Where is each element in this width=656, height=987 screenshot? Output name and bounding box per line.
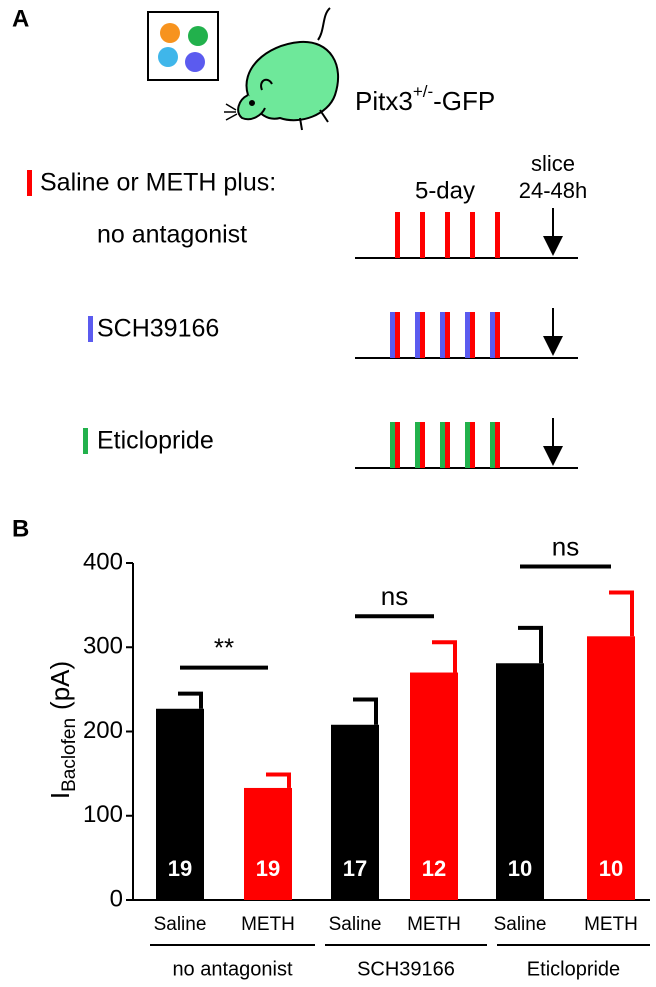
group-label: Eticlopride: [527, 958, 620, 980]
y-label-unit: (pA): [45, 661, 75, 710]
injection: [470, 212, 475, 258]
injection: [490, 422, 495, 468]
injection: [395, 312, 400, 358]
legend-swatch: [27, 170, 32, 196]
y-tick-label: 100: [83, 801, 123, 828]
injection: [495, 212, 500, 258]
panel-letter: B: [12, 515, 29, 542]
mouse-label: Pitx3+/--GFP: [355, 82, 495, 115]
x-tick-label: METH: [407, 914, 461, 935]
x-tick-label: Saline: [329, 914, 382, 935]
y-tick-label: 300: [83, 633, 123, 660]
injection: [415, 312, 420, 358]
x-tick-label: METH: [584, 914, 638, 935]
injection: [390, 312, 395, 358]
slice-time-label: 24-48h: [519, 178, 588, 203]
injection: [440, 422, 445, 468]
injection: [420, 422, 425, 468]
y-label-sub: Baclofen: [59, 718, 80, 792]
injection: [440, 312, 445, 358]
injection: [395, 422, 400, 468]
legend-swatch: [83, 428, 88, 454]
injection: [420, 312, 425, 358]
injection: [415, 422, 420, 468]
bar: [587, 636, 635, 900]
group-label: no antagonist: [172, 958, 293, 980]
injection: [465, 422, 470, 468]
dot: [188, 26, 208, 46]
n-label: 10: [599, 856, 623, 881]
x-tick-label: Saline: [494, 914, 547, 935]
row-label: SCH39166: [97, 315, 219, 343]
n-label: 19: [168, 856, 192, 881]
injection: [390, 422, 395, 468]
injection: [465, 312, 470, 358]
n-label: 17: [343, 856, 367, 881]
injection: [445, 212, 450, 258]
bar: [244, 787, 292, 900]
y-axis-label: IBaclofen (pA): [45, 661, 80, 799]
arrow-head: [543, 336, 563, 356]
panel-letter: A: [12, 5, 29, 32]
dot: [185, 52, 205, 72]
dot: [158, 47, 178, 67]
bar: [331, 724, 379, 900]
bar: [410, 672, 458, 900]
legend-swatch: [88, 316, 93, 342]
mouse-label-main: Pitx3: [355, 86, 413, 116]
y-tick-label: 0: [110, 885, 123, 912]
y-tick-label: 200: [83, 717, 123, 744]
injection: [445, 422, 450, 468]
dot: [160, 23, 180, 43]
significance-label: **: [214, 632, 234, 662]
pill-box: [147, 11, 219, 81]
n-label: 12: [422, 856, 446, 881]
bar: [156, 708, 204, 900]
slice-label: slice: [531, 151, 575, 176]
mouse-label-sup: +/-: [413, 82, 433, 101]
injection: [495, 422, 500, 468]
significance-label: ns: [552, 531, 579, 561]
duration-label: 5-day: [415, 177, 475, 204]
injection: [470, 312, 475, 358]
y-label-main: I: [45, 792, 75, 799]
treatment-label: Saline or METH plus:: [40, 169, 276, 197]
injection: [490, 312, 495, 358]
n-label: 10: [508, 856, 532, 881]
injection: [420, 212, 425, 258]
row-label: Eticlopride: [97, 427, 214, 455]
chart: 0 100 200 300 400 19 Saline 19 METH 17 Saline 12 MET…: [83, 531, 650, 980]
mouse: [224, 7, 340, 131]
y-tick-label: 400: [83, 548, 123, 575]
x-tick-label: METH: [241, 914, 295, 935]
mouse-label-rest: -GFP: [433, 86, 495, 116]
injection: [495, 312, 500, 358]
n-label: 19: [256, 856, 280, 881]
arrow-head: [543, 236, 563, 256]
group-label: SCH39166: [357, 958, 455, 980]
bar: [496, 663, 544, 900]
significance-label: ns: [381, 581, 408, 611]
timelines: [355, 208, 578, 469]
row-label: no antagonist: [97, 221, 247, 249]
injection: [445, 312, 450, 358]
arrow-head: [543, 446, 563, 466]
injection: [470, 422, 475, 468]
x-tick-label: Saline: [154, 914, 207, 935]
injection: [395, 212, 400, 258]
